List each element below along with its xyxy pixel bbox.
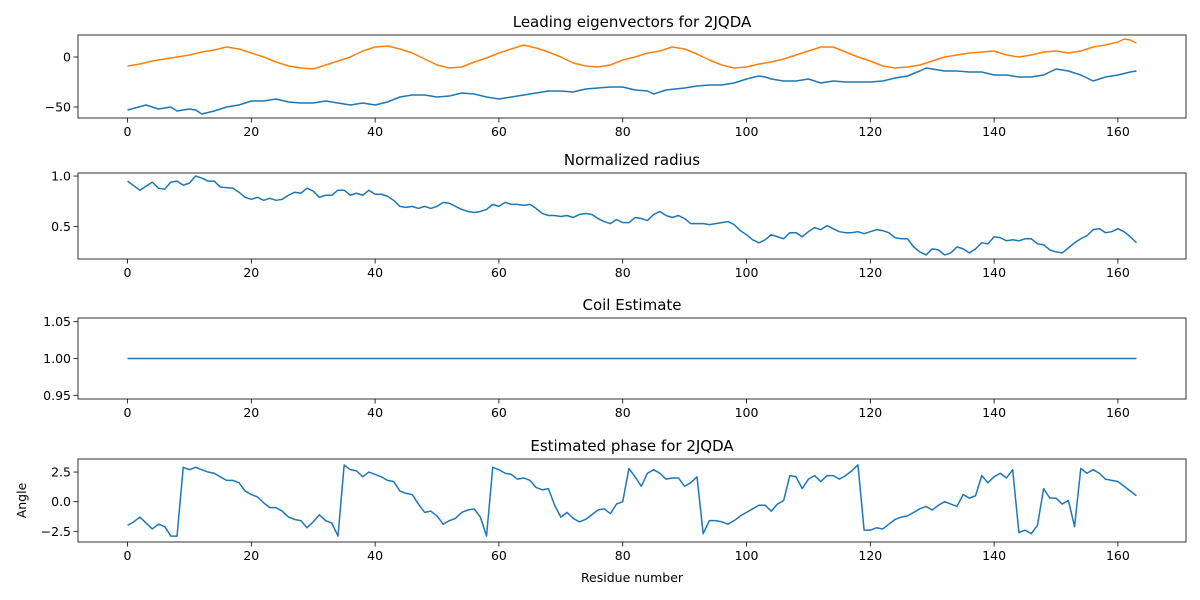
panel-1-x-tick-label: 100 [735,124,759,139]
panel-2-title: Normalized radius [564,151,700,169]
panel-1-axes-frame [77,34,1187,119]
panel-2-y-tick-label: 1.0 [51,169,71,184]
panel-4-x-tick-label: 20 [243,548,259,563]
panel-3-x-tick-label: 100 [735,405,759,420]
panel-2-x-tick-label: 20 [243,265,259,280]
panel-4-y-tick-label: 2.5 [51,465,71,480]
panel-1-y-tick-label: 0 [63,50,71,65]
panel-1-x-tick-label: 160 [1106,124,1130,139]
panel-1-x-tick-label: 20 [243,124,259,139]
panel-3-x-tick-label: 140 [982,405,1006,420]
panel-4-x-tick-label: 80 [615,548,631,563]
panel-2-y-tick-label: 0.5 [51,219,71,234]
panel-4-title: Estimated phase for 2JQDA [530,437,734,455]
panel-2-x-tick-label: 160 [1106,265,1130,280]
panel-4-x-tick-label: 60 [491,548,507,563]
panel-4-x-axis-label: Residue number [581,570,684,585]
panel-2-x-tick-label: 80 [615,265,631,280]
panel-4-y-tick-label: −2.5 [41,524,71,539]
panel-1-x-tick-label: 120 [858,124,882,139]
panel-2-x-tick-label: 100 [735,265,759,280]
panel-1-x-tick-label: 80 [615,124,631,139]
panel-4-x-tick-label: 160 [1106,548,1130,563]
panel-4-x-tick-label: 140 [982,548,1006,563]
panel-1-x-tick-label: 140 [982,124,1006,139]
panel-4-axes-frame [77,458,1187,543]
panel-2-series-line-1 [127,175,1138,256]
panel-3-x-tick-label: 120 [858,405,882,420]
panel-3-x-tick-label: 80 [615,405,631,420]
panel-3-x-tick-label: 60 [491,405,507,420]
panel-4-series-line-1 [127,464,1137,537]
panel-2-x-tick-label: 120 [858,265,882,280]
panel-4-y-axis-label: Angle [14,482,29,518]
panel-4-x-tick-label: 0 [124,548,132,563]
panel-3-x-tick-label: 40 [367,405,383,420]
panel-1-series-line-2 [127,38,1137,70]
panel-1-x-tick-label: 0 [124,124,132,139]
panel-2-x-tick-label: 140 [982,265,1006,280]
panel-3-y-tick-label: 1.05 [43,314,71,329]
panel-4-x-tick-label: 40 [367,548,383,563]
panel-4-x-tick-label: 100 [735,548,759,563]
panel-1-y-tick-label: −50 [45,100,71,115]
panel-4-x-tick-label: 120 [858,548,882,563]
panel-1-series-line-1 [127,67,1137,115]
panel-3-y-tick-label: 1.00 [43,351,71,366]
panel-2-axes-frame [77,172,1187,260]
panel-1-title: Leading eigenvectors for 2JQDA [513,13,752,31]
panel-3-y-tick-label: 0.95 [43,388,71,403]
panel-3-x-tick-label: 160 [1106,405,1130,420]
panel-1-x-tick-label: 60 [491,124,507,139]
panel-2-x-tick-label: 60 [491,265,507,280]
panel-3-x-tick-label: 20 [243,405,259,420]
panel-3-title: Coil Estimate [582,296,681,314]
panel-3-x-tick-label: 0 [124,405,132,420]
panel-4-y-tick-label: 0.0 [51,494,71,509]
panel-1-x-tick-label: 40 [367,124,383,139]
panel-2-x-tick-label: 0 [124,265,132,280]
panel-2-x-tick-label: 40 [367,265,383,280]
